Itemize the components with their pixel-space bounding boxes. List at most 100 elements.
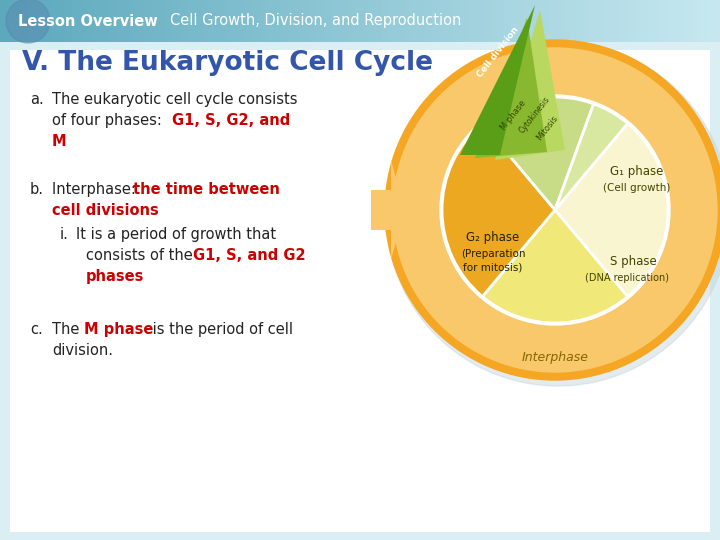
Bar (194, 0, 202, 42)
Text: G1, S, G2, and: G1, S, G2, and (172, 113, 290, 128)
Bar (670, 0, 677, 42)
Bar (252, 0, 259, 42)
Bar (374, 0, 382, 42)
Bar (446, 0, 454, 42)
Polygon shape (371, 160, 405, 260)
Bar (10, 50, 710, 532)
Bar (576, 0, 583, 42)
Text: Cell Growth, Division, and Reproduction: Cell Growth, Division, and Reproduction (170, 14, 462, 29)
Text: i.: i. (60, 227, 69, 242)
Bar (223, 0, 230, 42)
Text: consists of the: consists of the (86, 248, 197, 263)
Text: of four phases:: of four phases: (52, 113, 171, 128)
Circle shape (440, 95, 670, 325)
Bar (403, 0, 410, 42)
Bar (36, 0, 43, 42)
Bar (202, 0, 209, 42)
Circle shape (393, 48, 717, 372)
Bar (79, 0, 86, 42)
Bar (108, 0, 115, 42)
Bar (346, 0, 353, 42)
Bar (22, 0, 29, 42)
Text: (DNA replication): (DNA replication) (585, 273, 669, 283)
Bar (691, 0, 698, 42)
Text: G₁ phase: G₁ phase (611, 165, 664, 179)
Bar (554, 0, 562, 42)
Text: division.: division. (52, 343, 113, 358)
Text: (Preparation: (Preparation (461, 249, 526, 259)
Polygon shape (475, 18, 547, 158)
Text: the time between: the time between (133, 182, 280, 197)
Text: M phase: M phase (498, 98, 528, 132)
Text: Cell division: Cell division (475, 25, 521, 79)
Text: cell divisions: cell divisions (52, 203, 158, 218)
Wedge shape (482, 210, 628, 323)
Bar (288, 0, 295, 42)
Bar (58, 0, 65, 42)
Bar (50, 0, 58, 42)
Text: M: M (52, 134, 67, 149)
Bar (382, 0, 389, 42)
Bar (583, 0, 590, 42)
Bar (547, 0, 554, 42)
Bar (511, 0, 518, 42)
Text: a.: a. (30, 92, 44, 107)
Circle shape (385, 40, 720, 380)
Bar (562, 0, 569, 42)
Bar (410, 0, 418, 42)
Bar (0, 0, 7, 42)
Bar (569, 0, 576, 42)
Bar (684, 0, 691, 42)
Bar (641, 0, 648, 42)
Bar (619, 0, 626, 42)
Bar (598, 0, 605, 42)
Bar (367, 0, 374, 42)
Bar (274, 0, 281, 42)
Bar (238, 0, 245, 42)
Bar (259, 0, 266, 42)
Bar (612, 0, 619, 42)
Text: Lesson Overview: Lesson Overview (18, 14, 158, 29)
Text: Interphase: Interphase (521, 352, 588, 365)
Bar (461, 0, 468, 42)
Text: G₂ phase: G₂ phase (467, 232, 520, 245)
Text: Cytokinesis: Cytokinesis (518, 95, 552, 135)
Bar (144, 0, 151, 42)
Wedge shape (555, 124, 668, 296)
Bar (158, 0, 166, 42)
Bar (281, 0, 288, 42)
Bar (180, 0, 187, 42)
Bar (137, 0, 144, 42)
Bar (425, 0, 432, 42)
Bar (662, 0, 670, 42)
Bar (151, 0, 158, 42)
Bar (590, 0, 598, 42)
Bar (533, 0, 540, 42)
Bar (245, 0, 252, 42)
Wedge shape (482, 97, 594, 210)
Bar (295, 0, 302, 42)
Text: It is a period of growth that: It is a period of growth that (76, 227, 276, 242)
Bar (526, 0, 533, 42)
Text: phases: phases (86, 269, 145, 284)
Text: The eukaryotic cell cycle consists: The eukaryotic cell cycle consists (52, 92, 297, 107)
Bar (353, 0, 360, 42)
Text: c.: c. (30, 322, 42, 337)
Bar (418, 0, 425, 42)
Bar (706, 0, 713, 42)
Bar (324, 0, 331, 42)
Bar (468, 0, 475, 42)
Bar (94, 0, 101, 42)
Bar (187, 0, 194, 42)
Bar (540, 0, 547, 42)
Text: V. The Eukaryotic Cell Cycle: V. The Eukaryotic Cell Cycle (22, 50, 433, 76)
Bar (302, 0, 310, 42)
Bar (432, 0, 439, 42)
Bar (209, 0, 216, 42)
Bar (482, 0, 490, 42)
Bar (65, 0, 72, 42)
Circle shape (386, 42, 720, 386)
Bar (360, 0, 367, 42)
Bar (475, 0, 482, 42)
Bar (698, 0, 706, 42)
